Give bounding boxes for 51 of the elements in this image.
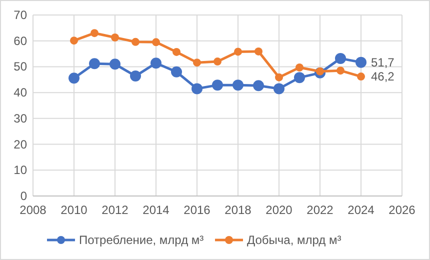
y-tick-label: 60 xyxy=(14,34,28,48)
point xyxy=(172,48,180,56)
x-tick-label: 2026 xyxy=(388,203,416,217)
y-tick-label: 70 xyxy=(14,8,28,22)
point xyxy=(110,58,120,70)
x-tick-label: 2010 xyxy=(60,203,88,217)
point xyxy=(275,73,283,82)
legend-label: Потребление, млрд м³ xyxy=(79,233,204,247)
point xyxy=(89,58,100,70)
point xyxy=(232,80,244,91)
y-tick-label: 50 xyxy=(14,60,28,74)
point xyxy=(70,36,78,45)
x-tick-label: 2024 xyxy=(348,203,375,217)
point xyxy=(150,58,162,69)
point xyxy=(132,38,140,46)
x-tick-label: 2018 xyxy=(224,203,252,217)
x-tick-label: 2014 xyxy=(142,203,170,217)
point xyxy=(193,58,201,67)
point xyxy=(274,83,284,94)
point xyxy=(111,33,119,42)
y-tick-label: 20 xyxy=(14,137,28,152)
point xyxy=(335,52,346,64)
point xyxy=(336,66,344,75)
x-tick-label: 2008 xyxy=(20,203,47,217)
x-tick-label: 2020 xyxy=(266,203,293,217)
point xyxy=(212,80,223,91)
y-tick-label: 0 xyxy=(20,189,28,203)
point xyxy=(152,38,160,46)
point xyxy=(68,72,80,84)
legend-label: Добыча, млрд м³ xyxy=(247,233,342,247)
point xyxy=(90,29,98,38)
y-tick-label: 40 xyxy=(14,86,28,100)
x-tick-label: 2016 xyxy=(184,203,211,217)
point xyxy=(130,70,141,82)
point xyxy=(254,47,262,56)
point xyxy=(192,83,202,94)
point xyxy=(171,66,182,78)
point xyxy=(296,63,304,72)
point xyxy=(294,72,305,84)
x-tick-label: 2022 xyxy=(306,203,334,217)
point xyxy=(234,48,242,56)
y-tick-label: 10 xyxy=(14,163,28,178)
point xyxy=(253,80,264,92)
y-tick-label: 30 xyxy=(14,111,28,126)
point xyxy=(316,67,324,76)
point xyxy=(356,56,366,68)
x-tick-label: 2012 xyxy=(102,203,129,217)
data-label: 51,7 xyxy=(371,55,395,70)
point xyxy=(214,58,222,66)
data-label: 46,2 xyxy=(371,70,395,84)
point xyxy=(357,72,365,81)
